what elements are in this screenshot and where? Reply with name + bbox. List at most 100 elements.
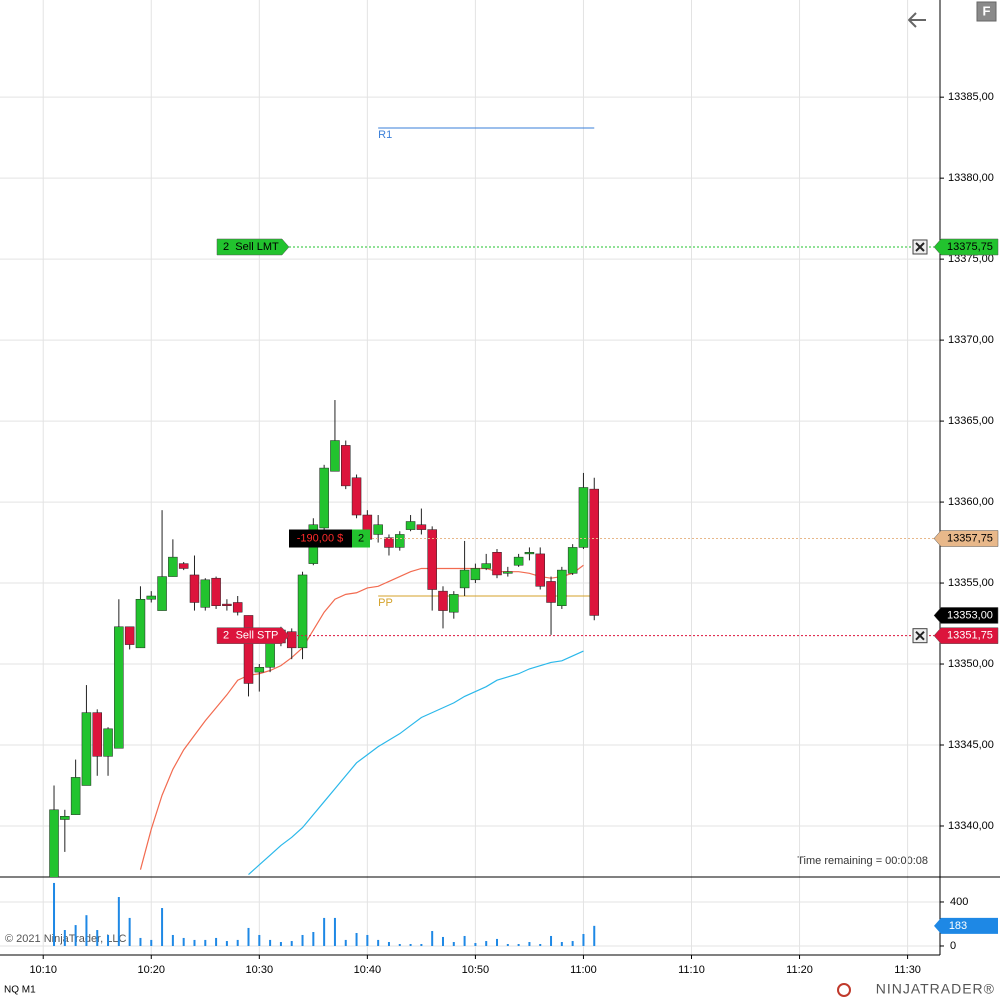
volume-bar (161, 908, 164, 946)
volume-bar (550, 935, 553, 946)
back-arrow[interactable] (907, 12, 926, 28)
candle-body (438, 590, 448, 611)
candle-body (427, 529, 437, 590)
toolbar-button[interactable] (976, 1, 997, 22)
volume-bar (215, 937, 218, 946)
candle-body (243, 615, 254, 684)
volume-bar (312, 932, 315, 946)
candle-body (286, 631, 297, 649)
candle-body (146, 595, 157, 600)
indicator-line (248, 650, 584, 876)
y-tick-label: 13340,00 (948, 820, 994, 832)
candle-body (330, 440, 340, 472)
candle-body (567, 547, 578, 574)
brand-logo (837, 983, 851, 997)
volume-bar (247, 927, 250, 946)
volume-bar (387, 942, 390, 946)
candle-body (232, 602, 243, 613)
order-quantity: 2 (223, 241, 229, 253)
candle-body (103, 728, 113, 757)
volume-bar (431, 931, 434, 946)
volume-bar (571, 941, 574, 946)
y-tick-label: 400 (950, 896, 968, 908)
position-quantity-box (352, 529, 370, 548)
candle-body (459, 569, 470, 589)
volume-bar (107, 934, 110, 946)
position-quantity: 2 (358, 532, 364, 544)
volume-bar (258, 934, 261, 946)
price-tag-label: 13375,75 (947, 241, 993, 253)
candle-body (81, 712, 92, 786)
volume-bar (582, 933, 585, 946)
volume-bar (463, 935, 466, 946)
brand: NINJATRADER® (876, 981, 995, 997)
candle-body (513, 556, 524, 566)
volume-bar (398, 944, 401, 946)
y-tick-label: 13360,00 (948, 496, 994, 508)
order-quantity: 2 (223, 630, 229, 642)
volume-bar (182, 937, 185, 946)
candle-body (416, 524, 427, 530)
volume-bar (409, 944, 412, 946)
indicator-line (139, 564, 584, 870)
volume-bar (593, 925, 596, 946)
candle-body (189, 574, 200, 603)
candle-body (373, 524, 383, 535)
toolbar-button-label[interactable]: F (983, 3, 991, 18)
volume-bar (528, 942, 531, 946)
order-box[interactable] (216, 627, 290, 644)
volume-bar (236, 939, 239, 946)
volume-bar (290, 941, 293, 946)
candle-body (351, 477, 362, 516)
price-tag (933, 627, 999, 644)
x-tick-label: 11:30 (894, 964, 921, 976)
volume-bar (474, 943, 477, 946)
price-tag-label: 13353,00 (947, 609, 993, 621)
candle-body (340, 445, 351, 487)
order-label: Sell LMT (235, 241, 279, 253)
candle-body (265, 642, 275, 668)
price-tag (933, 607, 999, 624)
volume-bar (452, 942, 455, 946)
order-cancel-icon (915, 242, 925, 252)
time-remaining: Time remaining = 00:00:08 (797, 855, 928, 867)
volume-bar (560, 942, 563, 946)
order-box[interactable] (216, 238, 290, 256)
volume-bar (420, 944, 423, 946)
y-tick-label: 0 (950, 940, 956, 952)
candle-body (60, 816, 70, 820)
candle-body (503, 571, 513, 574)
candle-body (492, 552, 502, 576)
volume-bar (74, 925, 77, 946)
candle-body (589, 488, 600, 616)
y-tick-label: 13380,00 (948, 172, 994, 184)
volume-bar (128, 917, 131, 946)
y-tick-label: 13365,00 (948, 415, 994, 427)
volume-bar (150, 939, 153, 946)
x-tick-label: 10:50 (462, 964, 490, 976)
volume-bar (333, 917, 336, 946)
candle-body (535, 553, 545, 587)
volume-bar (193, 939, 196, 946)
price-tag-label: 13357,75 (947, 532, 993, 544)
volume-tag (934, 917, 998, 934)
volume-bar (485, 941, 488, 946)
order-label: Sell STP (236, 630, 279, 642)
candle-body (114, 626, 124, 749)
volume-bar (496, 938, 499, 946)
candle-body (297, 574, 308, 649)
pivot-label: R1 (378, 129, 392, 141)
volume-bar (279, 942, 282, 946)
candle-body (124, 626, 135, 645)
candle-body (470, 568, 481, 581)
x-tick-label: 10:10 (29, 964, 57, 976)
volume-bar (517, 944, 520, 946)
price-tag (933, 238, 999, 256)
volume-bar (63, 930, 66, 946)
volume-bar (355, 933, 358, 946)
volume-bar (323, 917, 326, 946)
x-tick-label: 11:10 (678, 964, 705, 976)
candle-body (384, 537, 394, 548)
